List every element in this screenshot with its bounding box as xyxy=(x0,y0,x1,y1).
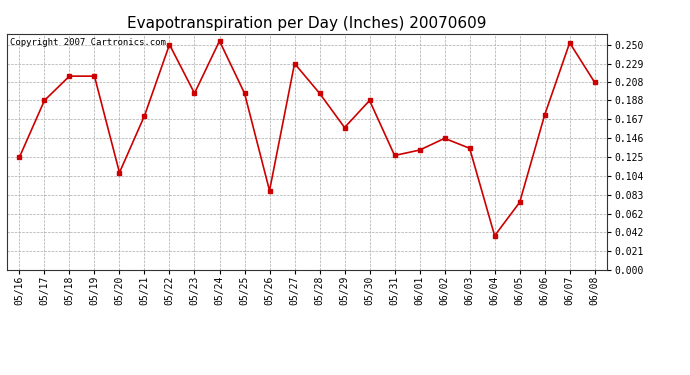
Title: Evapotranspiration per Day (Inches) 20070609: Evapotranspiration per Day (Inches) 2007… xyxy=(127,16,487,31)
Text: Copyright 2007 Cartronics.com: Copyright 2007 Cartronics.com xyxy=(10,39,166,48)
